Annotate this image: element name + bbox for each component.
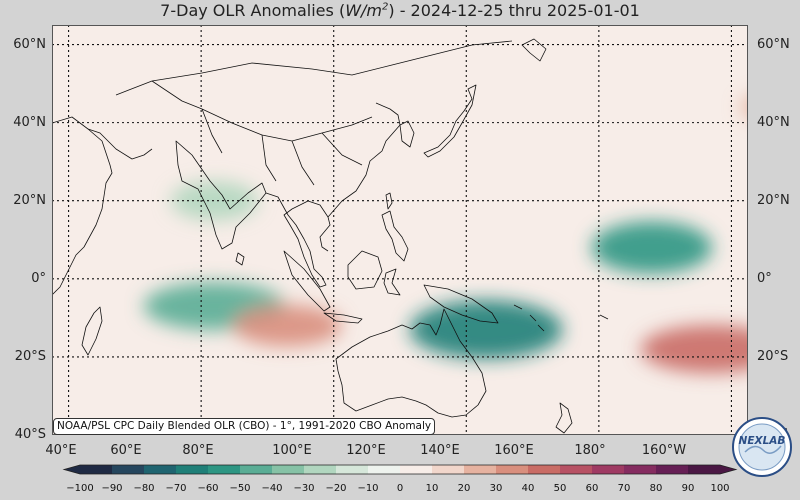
colorbar-segment	[624, 465, 656, 474]
anomaly-mid-latitude-north-dry	[740, 98, 748, 116]
colorbar-segment	[560, 465, 592, 474]
lat-label-r: 40°N	[757, 114, 790, 130]
colorbar	[62, 464, 738, 475]
country-border-lines	[115, 40, 513, 186]
colorbar-segment	[368, 465, 400, 474]
colorbar-tick-label: 0	[396, 483, 404, 494]
lat-label-l: 20°S	[14, 348, 46, 364]
colorbar-segment	[336, 465, 368, 474]
coastline-india	[175, 140, 267, 250]
coastline-africa-arabia	[52, 116, 113, 296]
coastline-australia	[335, 308, 487, 418]
anomaly-arabian-sea-wet	[170, 181, 259, 221]
anomaly-north-australia-dry	[640, 325, 748, 373]
lat-label-r: 60°N	[757, 36, 790, 52]
lon-label: 40°E	[45, 443, 77, 458]
lat-label-l: 40°S	[14, 427, 46, 442]
lat-label-l: 40°N	[13, 114, 46, 130]
colorbar-segment	[464, 465, 496, 474]
colorbar-tick-label: 40	[521, 483, 535, 494]
colorbar-segment	[80, 465, 112, 474]
colorbar-tick-label: −40	[261, 483, 283, 494]
colorbar-tick-label: −80	[133, 483, 155, 494]
coastline-southeast-asia	[265, 192, 331, 288]
coastline-java	[323, 312, 363, 324]
colorbar-tick-label: 50	[553, 483, 567, 494]
coastline-pacific-islands	[513, 304, 609, 332]
map-title: 7-Day OLR Anomalies (W/m2) - 2024-12-25 …	[160, 1, 640, 20]
coastline-sumatra	[283, 250, 331, 312]
colorbar-segment	[656, 465, 688, 474]
colorbar-segment	[528, 465, 560, 474]
colorbar-tick-label: −70	[165, 483, 187, 494]
coastline-sri-lanka	[235, 252, 245, 266]
anomaly-central-indian-ocean	[409, 300, 563, 359]
colorbar-segment	[304, 465, 336, 474]
colorbar-tick-label: −10	[357, 483, 379, 494]
data-source-label: NOAA/PSL CPC Daily Blended OLR (CBO) - 1…	[53, 418, 436, 435]
colorbar-segment	[400, 465, 432, 474]
anomaly-southwest-indian-dry	[232, 305, 342, 347]
coastline-philippines	[381, 210, 409, 262]
colorbar-min-arrow	[64, 465, 80, 474]
lon-label: 180°	[574, 443, 606, 458]
coastline-japan	[423, 84, 477, 158]
anomaly-south-china-sea-philippines	[591, 221, 713, 274]
colorbar-segment	[112, 465, 144, 474]
lon-label: 120°E	[346, 443, 386, 458]
colorbar-segment	[592, 465, 624, 474]
lon-label: 100°E	[272, 443, 312, 458]
colorbar-tick-label: 90	[681, 483, 695, 494]
coastline-new-zealand	[555, 402, 573, 434]
coastline-china	[327, 102, 401, 218]
lat-label-r: 20°N	[757, 192, 790, 208]
colorbar-outline	[62, 464, 738, 475]
coastline-korea	[399, 120, 415, 148]
colorbar-segment	[272, 465, 304, 474]
lat-label-l: 60°N	[13, 36, 46, 52]
coastline-kamchatka	[521, 38, 547, 62]
lat-label-l: 0°	[31, 270, 46, 286]
coastline-arabia	[87, 128, 153, 160]
colorbar-segment	[240, 465, 272, 474]
colorbar-tick-label: −30	[293, 483, 315, 494]
coastline-taiwan	[385, 192, 393, 210]
svg-text:NEXLAB: NEXLAB	[739, 435, 786, 447]
coastline-sulawesi	[383, 268, 401, 296]
olr-anomaly-map	[52, 25, 748, 435]
lon-label: 160°W	[641, 443, 687, 458]
colorbar-tick-label: 60	[585, 483, 599, 494]
coastline-madagascar	[81, 306, 103, 356]
colorbar-segment	[208, 465, 240, 474]
lat-label-l: 20°N	[13, 192, 46, 208]
colorbar-tick-label: −60	[197, 483, 219, 494]
colorbar-tick-label: 100	[710, 483, 730, 494]
lat-label-r: 0°	[757, 270, 772, 286]
colorbar-tick-label: −50	[229, 483, 251, 494]
colorbar-segment	[176, 465, 208, 474]
colorbar-tick-label: −20	[325, 483, 347, 494]
lat-label-r: 20°S	[757, 348, 789, 364]
colorbar-segment	[688, 465, 720, 474]
lon-label: 140°E	[420, 443, 460, 458]
colorbar-max-arrow	[720, 465, 736, 474]
colorbar-tick-label: −100	[66, 483, 94, 494]
colorbar-tick-label: 80	[649, 483, 663, 494]
colorbar-tick-label: 70	[617, 483, 631, 494]
colorbar-tick-label: −90	[101, 483, 123, 494]
colorbar-tick-label: 20	[457, 483, 471, 494]
nexlab-logo: NEXLAB	[732, 417, 792, 477]
colorbar-segment	[144, 465, 176, 474]
lon-label: 60°E	[110, 443, 142, 458]
colorbar-tick-label: 10	[425, 483, 439, 494]
colorbar-segment	[432, 465, 464, 474]
colorbar-tick-label: 30	[489, 483, 503, 494]
lon-label: 160°E	[494, 443, 534, 458]
coastline-new-guinea	[423, 284, 499, 324]
lon-label: 80°E	[182, 443, 214, 458]
colorbar-segment	[496, 465, 528, 474]
